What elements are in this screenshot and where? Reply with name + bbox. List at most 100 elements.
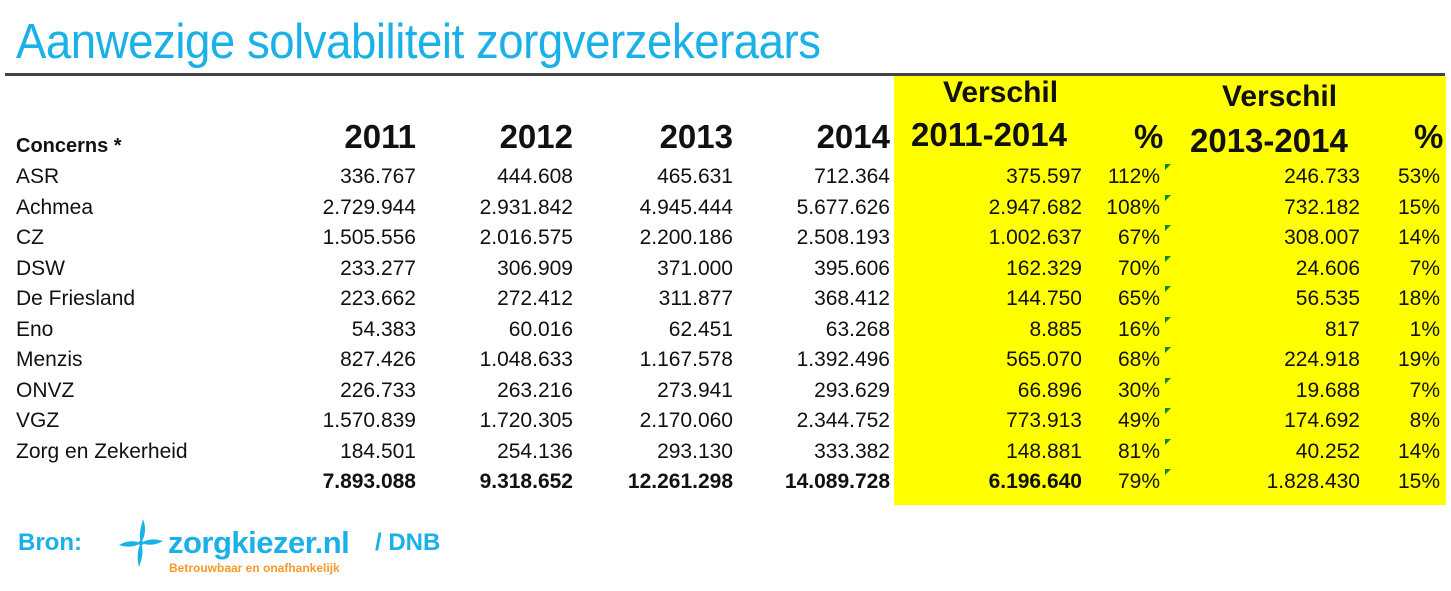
diff-2013-2014: 40.252	[1295, 439, 1360, 463]
value-2014: 2.344.752	[796, 409, 890, 432]
diff-2013-2014: 308.007	[1284, 226, 1360, 249]
header-pct-2011-2014: %	[1134, 118, 1164, 155]
value-2013: 2.200.186	[639, 226, 733, 249]
concern-name: Zorg en Zekerheid	[16, 439, 188, 463]
value-2012: 444.608	[497, 165, 573, 188]
cell-note-marker-icon	[1165, 438, 1171, 445]
total-diff-2013-2014: 1.828.430	[1266, 470, 1360, 493]
pct-2013-2014: 8%	[1409, 409, 1440, 432]
diff-2011-2014: 565.070	[1006, 348, 1082, 371]
value-2013: 62.451	[668, 317, 733, 341]
zorgkiezer-logo-text: zorgkiezer.nl	[168, 525, 350, 560]
diff-2013-2014: 19.688	[1295, 378, 1360, 402]
value-2014: 1.392.496	[796, 348, 890, 371]
value-2014: 5.677.626	[796, 195, 890, 219]
header-pct-2013-2014: %	[1414, 118, 1444, 155]
cell-note-marker-icon	[1165, 194, 1171, 201]
concern-name: Eno	[16, 317, 54, 341]
value-2014: 712.364	[814, 165, 890, 188]
value-2012: 1.048.633	[479, 348, 573, 371]
source-extra: / DNB	[375, 529, 441, 556]
value-2011: 1.505.556	[322, 226, 416, 249]
pct-2011-2014: 108%	[1106, 195, 1160, 219]
pct-2011-2014: 68%	[1117, 348, 1160, 371]
pct-2011-2014: 67%	[1117, 226, 1160, 249]
value-2014: 63.268	[825, 317, 890, 341]
value-2012: 306.909	[497, 256, 573, 280]
diff-2013-2014: 174.692	[1284, 409, 1360, 432]
header-diff-2011-2014-top: Verschil	[943, 76, 1059, 109]
diff-2013-2014: 24.606	[1295, 256, 1360, 280]
pct-2011-2014: 70%	[1117, 256, 1160, 280]
value-2011: 226.733	[340, 378, 416, 402]
pct-2013-2014: 18%	[1397, 287, 1440, 310]
concern-name: Achmea	[16, 195, 94, 219]
value-2014: 395.606	[814, 256, 890, 280]
diff-2011-2014: 773.913	[1006, 409, 1082, 432]
value-2012: 2.931.842	[479, 195, 573, 219]
total-2014: 14.089.728	[784, 470, 890, 493]
concern-name: VGZ	[16, 409, 60, 432]
value-2011: 54.383	[351, 317, 416, 341]
pct-2013-2014: 53%	[1397, 165, 1440, 188]
header-diff-2011-2014-bottom: 2011-2014	[911, 116, 1067, 153]
concern-name: CZ	[16, 226, 44, 249]
diff-2013-2014: 56.535	[1295, 287, 1360, 310]
table-row: Menzis 827.426 1.048.633 1.167.578 1.392…	[0, 345, 1451, 376]
diff-2013-2014: 246.733	[1284, 165, 1360, 188]
cell-note-marker-icon	[1165, 469, 1171, 475]
concern-name: Menzis	[16, 348, 83, 371]
diff-2011-2014: 375.597	[1006, 165, 1082, 188]
header-concerns: Concerns *	[16, 135, 122, 157]
cell-note-marker-icon	[1165, 225, 1171, 231]
diff-2013-2014: 732.182	[1284, 195, 1360, 219]
header-2012: 2012	[499, 118, 573, 155]
pct-2013-2014: 7%	[1409, 256, 1440, 280]
total-pct-2011-2014: 79%	[1117, 470, 1160, 493]
cell-note-marker-icon	[1165, 377, 1171, 384]
pct-2013-2014: 14%	[1397, 226, 1440, 249]
value-2012: 60.016	[508, 317, 573, 341]
cell-note-marker-icon	[1165, 164, 1171, 170]
table-row: Achmea 2.729.944 2.931.842 4.945.444 5.6…	[0, 193, 1451, 224]
pct-2013-2014: 1%	[1409, 317, 1440, 341]
value-2012: 272.412	[497, 287, 573, 310]
table-row: VGZ 1.570.839 1.720.305 2.170.060 2.344.…	[0, 406, 1451, 437]
header-2011: 2011	[344, 118, 416, 155]
title-underline	[5, 73, 1445, 76]
pct-2011-2014: 65%	[1117, 287, 1160, 310]
total-row: 7.893.088 9.318.652 12.261.298 14.089.72…	[0, 467, 1451, 498]
value-2014: 333.382	[814, 439, 890, 463]
value-2011: 2.729.944	[322, 195, 416, 219]
concern-name: ASR	[16, 165, 60, 188]
total-diff-2011-2014: 6.196.640	[988, 470, 1082, 493]
value-2011: 233.277	[340, 256, 416, 280]
diff-2011-2014: 144.750	[1006, 287, 1082, 310]
value-2011: 827.426	[340, 348, 416, 371]
value-2011: 184.501	[340, 439, 416, 463]
logo-tagline: Betrouwbaar en onafhankelijk	[169, 561, 340, 575]
value-2013: 4.945.444	[639, 195, 733, 219]
diff-2011-2014: 8.885	[1029, 317, 1082, 341]
table-row: ONVZ 226.733 263.216 273.941 293.629 66.…	[0, 376, 1451, 407]
cell-note-marker-icon	[1165, 316, 1171, 323]
pct-2011-2014: 112%	[1107, 165, 1160, 188]
value-2011: 1.570.839	[322, 409, 416, 432]
value-2012: 1.720.305	[479, 409, 573, 432]
pct-2013-2014: 15%	[1397, 195, 1440, 219]
cell-note-marker-icon	[1165, 347, 1171, 353]
diff-2011-2014: 148.881	[1006, 439, 1082, 463]
value-2013: 273.941	[657, 378, 733, 402]
concern-name: De Friesland	[16, 287, 136, 310]
total-2012: 9.318.652	[479, 470, 573, 493]
diff-2011-2014: 2.947.682	[988, 195, 1082, 219]
total-pct-2013-2014: 15%	[1397, 470, 1440, 493]
table-row: ASR 336.767 444.608 465.631 712.364 375.…	[0, 162, 1451, 193]
value-2013: 311.877	[658, 287, 733, 310]
table-row: CZ 1.505.556 2.016.575 2.200.186 2.508.1…	[0, 223, 1451, 254]
table-row: DSW 233.277 306.909 371.000 395.606 162.…	[0, 254, 1451, 285]
pct-2013-2014: 14%	[1397, 439, 1440, 463]
diff-2011-2014: 66.896	[1017, 378, 1082, 402]
value-2013: 2.170.060	[639, 409, 733, 432]
diff-2013-2014: 817	[1324, 317, 1360, 341]
